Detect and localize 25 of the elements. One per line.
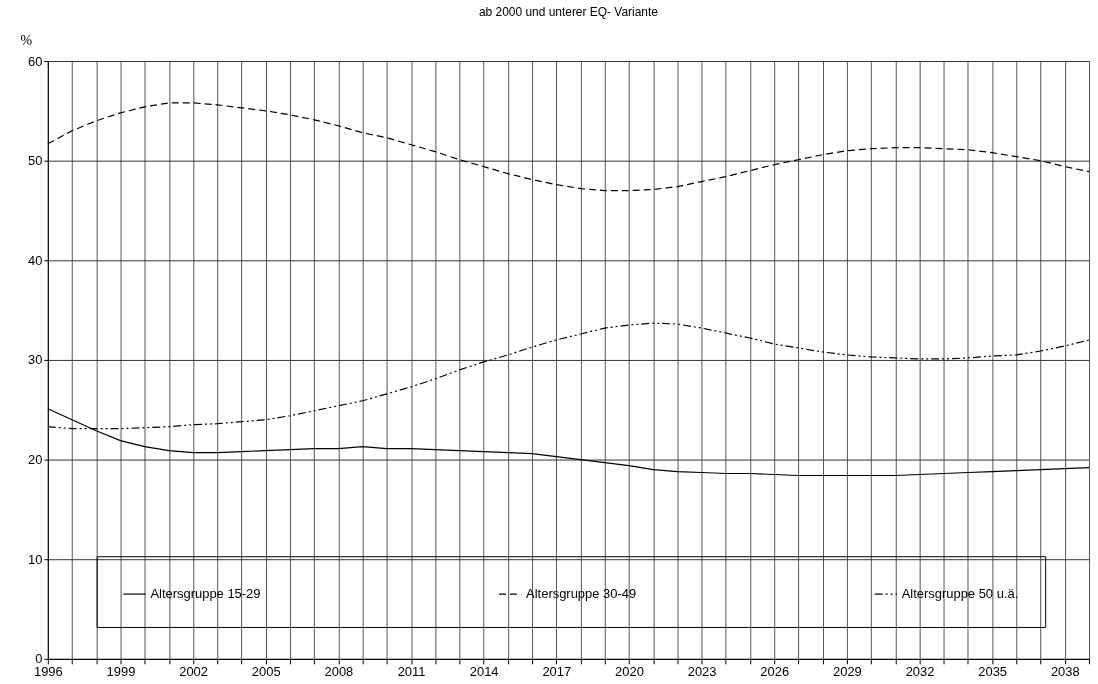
y-tick-label: 20 [27, 452, 43, 468]
x-tick-label: 2038 [1050, 664, 1080, 680]
x-tick-label: 2011 [397, 664, 426, 680]
x-tick-label: 2005 [251, 664, 281, 680]
y-tick-label: 40 [27, 252, 43, 268]
x-tick-label: 2002 [179, 664, 208, 680]
x-tick-label: 2029 [833, 664, 862, 680]
x-tick-label: 2014 [469, 664, 499, 680]
x-tick-label: 2008 [324, 664, 354, 680]
legend-label: Altersgruppe 50 u.ä. [901, 586, 1019, 602]
chart-title: ab 2000 und unterer EQ- Variante [478, 5, 659, 20]
y-tick-label: 0 [35, 651, 43, 667]
x-tick-label: 2026 [760, 664, 790, 680]
x-tick-label: 2017 [542, 664, 572, 680]
y-tick-label: 50 [27, 153, 43, 169]
x-tick-label: 1996 [33, 664, 63, 680]
x-tick-label: 2020 [615, 664, 644, 680]
x-tick-label: 1999 [106, 664, 136, 680]
y-tick-label: 30 [27, 352, 43, 368]
y-tick-label: 60 [27, 53, 43, 69]
y-tick-label: 10 [27, 551, 43, 567]
x-tick-label: 2032 [905, 664, 935, 680]
y-axis-title: % [20, 32, 33, 48]
x-tick-label: 2023 [687, 664, 717, 680]
x-tick-label: 2035 [978, 664, 1008, 680]
